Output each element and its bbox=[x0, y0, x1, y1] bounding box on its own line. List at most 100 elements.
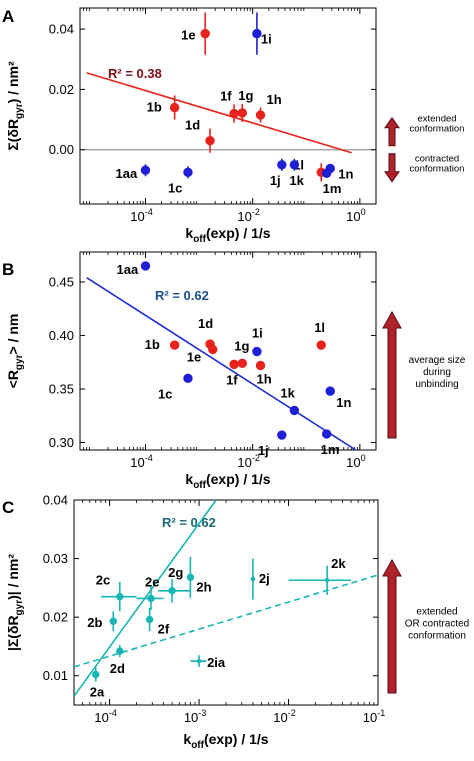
point-label: 1k bbox=[289, 173, 304, 188]
data-point-2b: 2b bbox=[87, 611, 118, 632]
point-label: 1j bbox=[270, 173, 281, 188]
data-point-1j: 1j bbox=[258, 430, 287, 458]
data-point-1d: 1d bbox=[198, 316, 215, 349]
point-label: 1n bbox=[336, 395, 351, 410]
arrow-caption: extended bbox=[416, 607, 457, 618]
side-arrow: extendedconformationcontractedconformati… bbox=[384, 114, 465, 183]
data-point-2a: 2a bbox=[90, 667, 105, 700]
marker bbox=[145, 615, 154, 624]
r-squared-label: R² = 0.38 bbox=[108, 66, 162, 81]
point-label: 2j bbox=[259, 571, 270, 586]
data-point-1m: 1m bbox=[321, 429, 339, 457]
point-label: 1e bbox=[187, 349, 201, 364]
arrow-caption-bottom: conformation bbox=[410, 164, 465, 175]
point-label: 2e bbox=[145, 574, 159, 589]
point-label: 2h bbox=[196, 579, 211, 594]
arrow-caption-top: conformation bbox=[410, 124, 465, 135]
point-label: 1c bbox=[168, 180, 182, 195]
point-label: 1h bbox=[267, 92, 282, 107]
data-point-1b: 1b bbox=[147, 95, 180, 120]
data-point-1aa: 1aa bbox=[115, 164, 151, 181]
arrow-caption: average size bbox=[409, 355, 466, 366]
marker bbox=[237, 358, 247, 369]
r-squared-label: R² = 0.62 bbox=[155, 288, 209, 303]
marker bbox=[229, 359, 239, 370]
point-label: 1j bbox=[258, 443, 269, 458]
panel-letter: B bbox=[2, 260, 14, 279]
arrow-up-icon bbox=[382, 310, 402, 439]
point-label: 1f bbox=[226, 372, 238, 387]
marker bbox=[252, 346, 262, 357]
y-tick-label: 0.02 bbox=[43, 610, 68, 625]
point-label: 1b bbox=[147, 100, 162, 115]
marker bbox=[277, 430, 287, 440]
panel-b: B 10-4 10-2 100 0.30 0.35 0.40 0.45 koff(exp) / … bbox=[2, 251, 466, 491]
point-label: 2ia bbox=[207, 655, 226, 670]
marker bbox=[289, 160, 300, 170]
point-label: 1h bbox=[257, 371, 272, 386]
arrow-caption-top: extended bbox=[417, 114, 456, 125]
data-point-1aa: 1aa bbox=[116, 261, 151, 277]
data-point-1f: 1f bbox=[220, 89, 239, 123]
point-label: 1g bbox=[238, 88, 253, 103]
arrow-caption-bottom: contracted bbox=[415, 154, 459, 165]
point-label: 1g bbox=[234, 338, 249, 353]
data-point-1k: 1k bbox=[280, 385, 300, 416]
plot-frame bbox=[79, 7, 377, 205]
data-point-1i: 1i bbox=[252, 326, 263, 357]
y-tick-label: 0.45 bbox=[49, 274, 74, 289]
marker bbox=[169, 102, 180, 113]
point-label: 1aa bbox=[116, 262, 138, 277]
point-label: 1d bbox=[198, 316, 213, 331]
fit-lines bbox=[86, 72, 352, 154]
arrow-caption: conformation bbox=[408, 631, 466, 642]
marker bbox=[255, 360, 266, 371]
marker bbox=[325, 386, 335, 396]
data-point-1f: 1f bbox=[226, 359, 239, 387]
y-tick-label: 0.04 bbox=[49, 22, 74, 37]
x-tick-label: 10-4 bbox=[130, 207, 152, 224]
arrow-caption: unbinding bbox=[415, 379, 458, 390]
marker bbox=[316, 340, 326, 350]
point-label: 2d bbox=[110, 661, 125, 676]
point-label: 2c bbox=[96, 573, 110, 588]
y-axis-label: |Σ(δRgyr)| / nm² bbox=[5, 554, 25, 651]
x-tick-label: 10-4 bbox=[130, 453, 152, 470]
marker bbox=[205, 135, 215, 146]
point-label: 1b bbox=[145, 337, 160, 352]
y-tick-label: 0.01 bbox=[43, 668, 68, 683]
marker bbox=[208, 344, 218, 355]
marker bbox=[183, 167, 193, 178]
marker bbox=[250, 576, 256, 582]
point-label: 1c bbox=[158, 386, 172, 401]
y-tick-label: 0.30 bbox=[49, 435, 74, 450]
data-point-1m: 1m bbox=[321, 168, 341, 196]
point-label: 2b bbox=[87, 615, 102, 630]
data-point-1e: 1e bbox=[187, 344, 218, 364]
data-point-2h: 2h bbox=[186, 556, 212, 598]
marker bbox=[252, 28, 262, 39]
y-tick-label: 0.00 bbox=[49, 142, 74, 157]
point-label: 2k bbox=[331, 556, 346, 571]
marker bbox=[229, 108, 239, 119]
x-tick-label: 10-4 bbox=[94, 708, 116, 725]
x-tick-label: 100 bbox=[346, 453, 365, 470]
marker bbox=[321, 429, 332, 439]
y-tick-label: 0.02 bbox=[49, 82, 74, 97]
x-tick-label: 10-2 bbox=[237, 207, 259, 224]
data-point-1j: 1j bbox=[270, 158, 287, 188]
data-point-1l: 1l bbox=[314, 320, 326, 350]
arrow-caption: OR contracted bbox=[405, 619, 469, 630]
data-point-1d: 1d bbox=[185, 118, 215, 153]
data-point-2e: 2e bbox=[136, 574, 164, 611]
data-point-1c: 1c bbox=[158, 373, 193, 401]
x-axis-label: koff(exp) / 1/s bbox=[185, 471, 270, 491]
point-label: 1d bbox=[185, 118, 200, 133]
marker bbox=[255, 110, 266, 120]
point-label: 2f bbox=[158, 621, 170, 636]
marker bbox=[147, 594, 155, 603]
x-tick-label: 10-1 bbox=[363, 708, 385, 725]
